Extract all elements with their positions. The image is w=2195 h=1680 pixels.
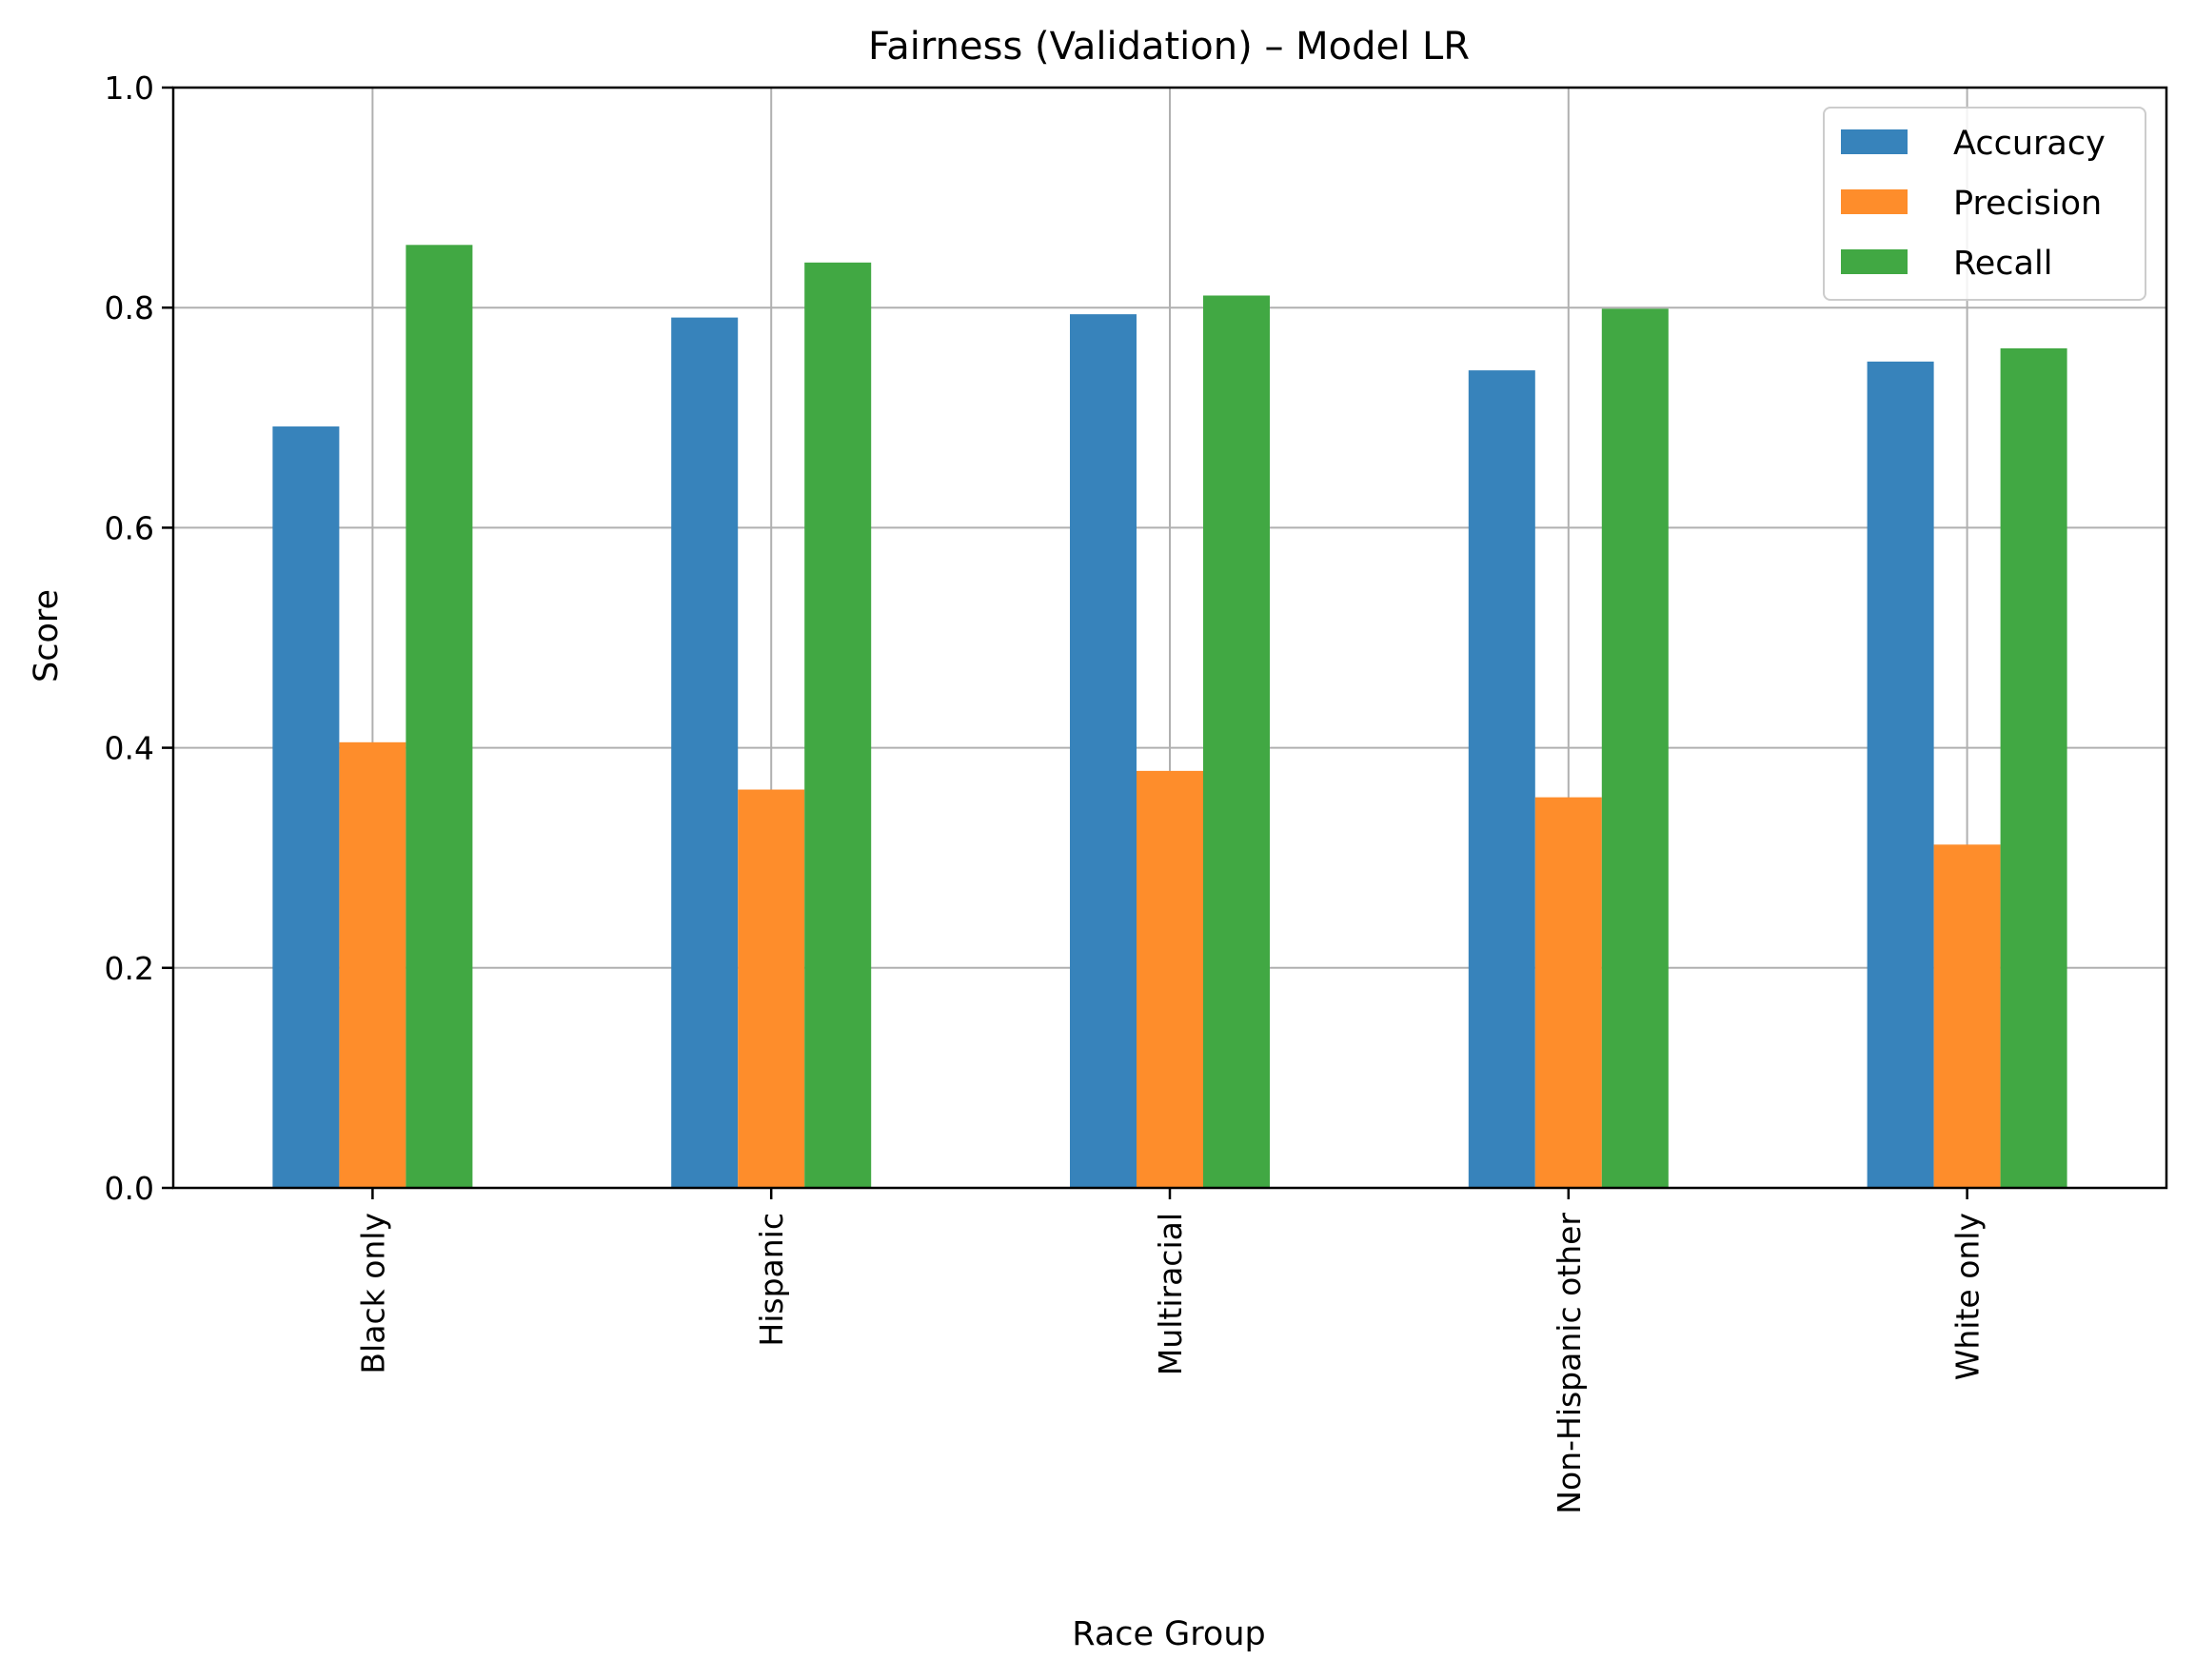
y-tick-label: 0.2 bbox=[105, 950, 154, 987]
legend-swatch-recall bbox=[1841, 249, 1908, 274]
bar-recall-black-only bbox=[405, 245, 473, 1189]
bar-accuracy-hispanic bbox=[671, 317, 739, 1188]
bar-precision-non-hispanic-other bbox=[1534, 797, 1602, 1188]
legend-items: Accuracy Precision Recall bbox=[1841, 125, 2106, 283]
bar-recall-non-hispanic-other bbox=[1601, 308, 1669, 1189]
bar-precision-hispanic bbox=[738, 789, 805, 1188]
bar-accuracy-multiracial bbox=[1070, 314, 1137, 1188]
x-tick-label: White only bbox=[1949, 1213, 1987, 1380]
x-axis-label: Race Group bbox=[1072, 1615, 1265, 1653]
y-tick-label: 0.6 bbox=[105, 509, 154, 546]
y-axis-label: Score bbox=[28, 589, 66, 682]
bar-accuracy-non-hispanic-other bbox=[1468, 370, 1535, 1188]
y-tick-label: 0.0 bbox=[105, 1170, 154, 1207]
y-tick-label: 1.0 bbox=[105, 69, 154, 107]
legend: Accuracy Precision Recall bbox=[1823, 107, 2146, 301]
legend-swatch-accuracy bbox=[1841, 129, 1908, 154]
bar-precision-black-only bbox=[339, 741, 406, 1188]
bar-recall-hispanic bbox=[804, 262, 872, 1189]
y-tick-label: 0.8 bbox=[105, 289, 154, 326]
legend-label-accuracy: Accuracy bbox=[1953, 125, 2106, 163]
axis-ticks: 0.0 0.2 0.4 0.6 0.8 1.0 Black only Hispanic Mult… bbox=[105, 69, 1987, 1514]
legend-label-precision: Precision bbox=[1953, 185, 2102, 223]
y-tick-label: 0.4 bbox=[105, 730, 154, 767]
bar-accuracy-black-only bbox=[272, 426, 340, 1189]
x-tick-label: Black only bbox=[354, 1213, 391, 1374]
legend-label-recall: Recall bbox=[1953, 245, 2052, 283]
x-tick-label: Non-Hispanic other bbox=[1551, 1213, 1588, 1514]
bar-precision-multiracial bbox=[1137, 770, 1203, 1188]
bar-precision-white-only bbox=[1933, 844, 2001, 1188]
x-tick-label: Hispanic bbox=[753, 1213, 790, 1347]
x-tick-label: Multiracial bbox=[1152, 1213, 1189, 1375]
bar-recall-white-only bbox=[2000, 347, 2067, 1188]
legend-swatch-precision bbox=[1841, 189, 1908, 214]
bars bbox=[272, 245, 2067, 1189]
chart-title: Fairness (Validation) – Model LR bbox=[868, 25, 1470, 69]
bar-recall-multiracial bbox=[1203, 295, 1270, 1188]
bar-accuracy-white-only bbox=[1867, 361, 1934, 1188]
